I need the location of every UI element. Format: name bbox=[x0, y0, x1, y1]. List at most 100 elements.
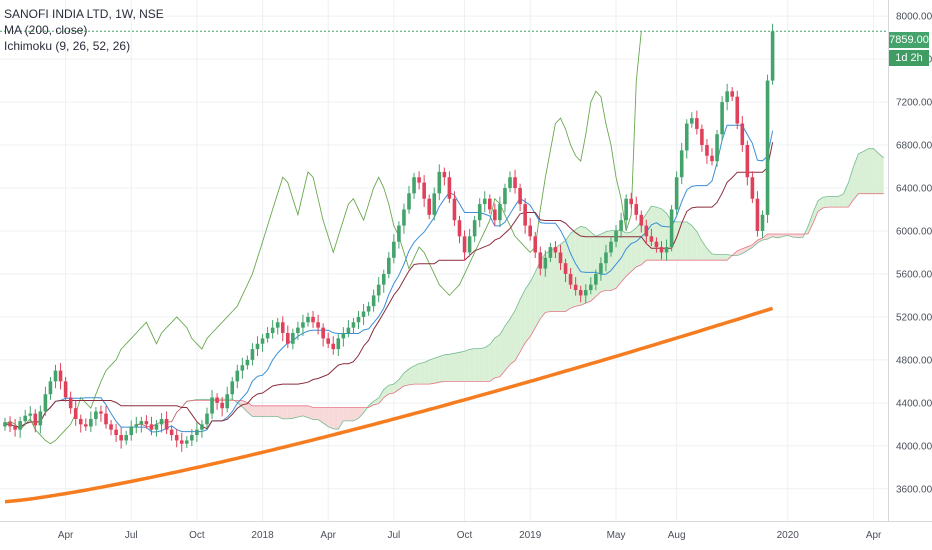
candle-body bbox=[43, 394, 48, 412]
candle-body bbox=[735, 96, 740, 124]
time-tick-label: Aug bbox=[668, 530, 686, 541]
legend-ma: MA (200, close) bbox=[4, 23, 88, 37]
candle-body bbox=[260, 338, 265, 344]
cloud-segment bbox=[540, 253, 546, 319]
cloud-segment bbox=[403, 368, 409, 386]
candle-body bbox=[114, 429, 118, 436]
price-tick-label: 4000.00 bbox=[896, 441, 932, 452]
cloud-segment bbox=[823, 196, 829, 208]
cloud-segment bbox=[848, 166, 854, 208]
cloud-segment bbox=[328, 407, 334, 429]
candle-body bbox=[58, 370, 63, 382]
candle-body bbox=[462, 236, 467, 253]
candle-body bbox=[265, 333, 270, 339]
time-tick-label: Jul bbox=[387, 530, 400, 541]
time-tick-label: May bbox=[607, 530, 626, 541]
cloud-segment bbox=[616, 230, 622, 289]
candle-body bbox=[669, 209, 674, 248]
cloud-segment bbox=[651, 206, 657, 261]
cloud-segment bbox=[600, 231, 606, 292]
legend-title: SANOFI INDIA LTD, 1W, NSE bbox=[4, 7, 164, 21]
candle-body bbox=[715, 134, 719, 162]
candle-body bbox=[326, 338, 330, 344]
leading-span-a bbox=[136, 148, 884, 430]
candle-body bbox=[760, 214, 765, 231]
candle-body bbox=[493, 209, 497, 221]
cloud-segment bbox=[429, 358, 435, 385]
cloud-segment bbox=[752, 240, 758, 248]
candle-body bbox=[195, 429, 199, 436]
candle-body bbox=[149, 424, 154, 430]
candle-body bbox=[725, 91, 729, 103]
candle-body bbox=[700, 128, 704, 146]
candle-body bbox=[705, 145, 709, 156]
candle-body bbox=[730, 91, 734, 97]
cloud-segment bbox=[863, 148, 869, 194]
cloud-segment bbox=[520, 289, 526, 352]
cloud-segment bbox=[868, 148, 874, 194]
price-tick-label: 4400.00 bbox=[896, 398, 932, 409]
candle-body bbox=[371, 295, 376, 307]
cloud-segment bbox=[767, 233, 773, 240]
cloud-segment bbox=[722, 254, 728, 261]
cloud-segment bbox=[510, 310, 516, 365]
cloud-segment bbox=[439, 354, 445, 383]
cloud-segment bbox=[338, 407, 344, 430]
cloud-segment bbox=[626, 231, 632, 277]
cloud-segment bbox=[797, 233, 803, 238]
last-price-badge: 7859.00 bbox=[889, 32, 929, 48]
candle-body bbox=[205, 413, 209, 425]
candle-body bbox=[407, 193, 411, 210]
candle-body bbox=[104, 413, 108, 425]
candle-body bbox=[230, 381, 235, 395]
cloud-segment bbox=[434, 356, 440, 384]
candle-body bbox=[472, 220, 477, 237]
time-axis: AprJulOct2018AprJulOct2019MayAug2020AprJ… bbox=[58, 530, 882, 541]
cloud-segment bbox=[353, 407, 359, 421]
candle-body bbox=[639, 214, 644, 226]
candle-body bbox=[134, 424, 139, 427]
cloud-segment bbox=[272, 405, 278, 417]
price-tick-label: 5600.00 bbox=[896, 269, 932, 280]
cloud-segment bbox=[343, 407, 349, 421]
candle-body bbox=[336, 338, 341, 350]
candle-body bbox=[200, 424, 204, 430]
candle-body bbox=[745, 145, 750, 178]
cloud-segment bbox=[287, 405, 293, 419]
candle-body bbox=[387, 257, 391, 274]
time-tick-label: Jul bbox=[125, 530, 138, 541]
candle-body bbox=[402, 209, 406, 226]
candle-body bbox=[341, 333, 346, 339]
candle-body bbox=[755, 198, 760, 231]
candle-body bbox=[331, 343, 336, 350]
cloud-segment bbox=[792, 233, 798, 238]
cloud-segment bbox=[449, 353, 455, 382]
candle-body bbox=[740, 123, 745, 146]
candle-body bbox=[296, 327, 300, 334]
cloud-segment bbox=[484, 344, 490, 382]
time-tick-label: Apr bbox=[320, 530, 336, 541]
cloud-segment bbox=[621, 230, 627, 283]
candle-body bbox=[498, 204, 502, 221]
candle-body bbox=[417, 177, 421, 183]
price-tick-label: 3600.00 bbox=[896, 484, 932, 495]
candle-body bbox=[427, 198, 431, 215]
cloud-segment bbox=[469, 348, 475, 382]
candle-body bbox=[33, 413, 38, 426]
candle-body bbox=[255, 343, 260, 350]
candle-body bbox=[508, 177, 512, 188]
price-axis-bg bbox=[889, 0, 932, 522]
cloud-segment bbox=[525, 281, 531, 344]
cloud-segment bbox=[373, 397, 379, 405]
candle-body bbox=[316, 322, 320, 328]
candle-body bbox=[220, 402, 224, 409]
legend: SANOFI INDIA LTD, 1W, NSE MA (200, close… bbox=[4, 6, 164, 54]
cloud-segment bbox=[393, 379, 399, 393]
candle-body bbox=[644, 225, 649, 237]
cloud-segment bbox=[318, 407, 324, 424]
candle-body bbox=[169, 429, 174, 436]
candle-body bbox=[119, 435, 123, 441]
cloud-segment bbox=[515, 299, 521, 361]
candle-body bbox=[376, 284, 381, 296]
